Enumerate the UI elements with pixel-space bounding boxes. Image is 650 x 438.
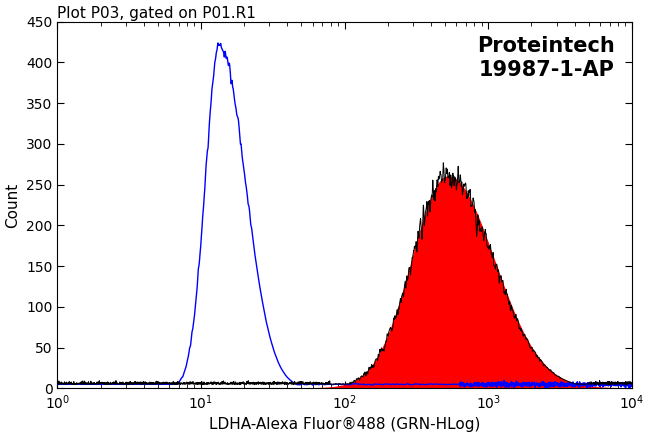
Text: Plot P03, gated on P01.R1: Plot P03, gated on P01.R1 [57, 6, 256, 21]
Y-axis label: Count: Count [6, 183, 21, 228]
X-axis label: LDHA-Alexa Fluor®488 (GRN-HLog): LDHA-Alexa Fluor®488 (GRN-HLog) [209, 417, 480, 432]
Text: Proteintech
19987-1-AP: Proteintech 19987-1-AP [477, 36, 614, 80]
